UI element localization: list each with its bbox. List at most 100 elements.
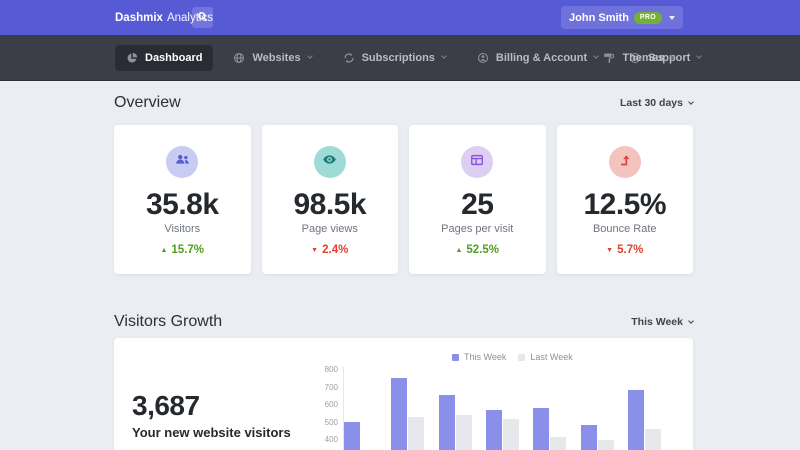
nav-item-dashboard[interactable]: Dashboard (115, 44, 214, 71)
nav-item-label: Support (648, 51, 691, 64)
y-axis-tick: 600 (324, 400, 338, 409)
stat-icon-circle (313, 146, 346, 178)
chevron-down-icon (306, 53, 313, 59)
nav-item-themes[interactable]: Themes (592, 45, 686, 71)
growth-range-dropdown[interactable]: This Week (631, 316, 694, 328)
bar-last-week-3 (455, 414, 472, 450)
trend-arrow-icon: ▲ (455, 246, 463, 254)
bar-last-week-6 (597, 439, 614, 450)
globe-icon (233, 52, 245, 64)
chevron-down-icon (441, 53, 447, 59)
legend-label: Last Week (530, 352, 573, 362)
legend-swatch-last-week (518, 353, 526, 361)
y-axis-tick: 700 (324, 382, 338, 392)
user-name: John Smith (569, 11, 629, 24)
overview-range-label: Last 30 days (619, 97, 683, 109)
stat-value: 25 (461, 188, 494, 221)
search-icon (197, 9, 208, 27)
main-nav: Dashboard Websites Subscriptions Billing… (0, 35, 800, 81)
stat-label: Visitors (164, 223, 201, 235)
y-axis-tick: 800 (324, 365, 338, 374)
y-axis-line (343, 367, 344, 450)
stat-change-value: 52.5% (466, 244, 500, 256)
bar-this-week-6 (580, 425, 597, 450)
growth-section-header: Visitors Growth This Week (114, 313, 694, 331)
pie-chart-icon (126, 52, 138, 64)
bar-this-week-3 (438, 395, 455, 450)
visitors-growth-chart: This Week Last Week 800 700 600 500 400 (114, 338, 693, 450)
nav-item-subscriptions[interactable]: Subscriptions (332, 45, 457, 71)
stat-cards: 35.8k Visitors ▲ 15.7% 98.5k Page views … (114, 125, 693, 274)
overview-section-header: Overview Last 30 days (114, 94, 694, 112)
legend-entry-last-week: Last Week (518, 352, 573, 362)
brand: Dashmix Analytics (115, 0, 213, 35)
life-ring-icon (629, 52, 641, 64)
pro-badge: PRO (633, 11, 662, 24)
brand-suffix: Analytics (166, 11, 213, 24)
nav-item-billing-account[interactable]: Billing & Account (466, 45, 609, 71)
stat-label: Page views (301, 223, 358, 235)
chevron-down-icon (688, 317, 694, 324)
bar-this-week-7 (627, 390, 644, 450)
bar-this-week-2 (391, 377, 408, 450)
chevron-down-icon (670, 53, 676, 59)
stat-card-pages-per-visit: 25 Pages per visit ▲ 52.5% (409, 125, 546, 274)
bar-last-week-2 (408, 417, 425, 450)
stat-value: 98.5k (293, 188, 367, 221)
nav-item-label: Billing & Account (495, 51, 588, 64)
trend-arrow-icon: ▼ (311, 246, 319, 254)
bar-this-week-4 (485, 410, 502, 450)
paint-roller-icon (603, 52, 615, 64)
user-menu-button[interactable]: John Smith PRO (561, 6, 683, 29)
overview-title: Overview (114, 94, 181, 111)
nav-item-support[interactable]: Support (618, 45, 712, 71)
nav-items: Dashboard Websites Subscriptions Billing… (115, 35, 712, 80)
growth-range-label: This Week (631, 316, 683, 328)
chevron-down-icon (696, 53, 703, 59)
eye-icon (322, 152, 337, 172)
layout-icon (470, 153, 484, 172)
user-circle-icon (477, 52, 489, 64)
bar-this-week-5 (533, 407, 550, 450)
stat-card-bounce-rate: 12.5% Bounce Rate ▼ 5.7% (556, 125, 693, 274)
users-icon (175, 152, 190, 172)
new-visitors-count: 3,687 (132, 390, 200, 421)
new-visitors-subtitle: Your new website visitors (132, 425, 291, 440)
nav-item-label: Websites (252, 51, 301, 64)
stat-icon-circle (166, 146, 199, 178)
stat-icon-circle (608, 146, 641, 178)
stat-change-value: 2.4% (322, 244, 349, 256)
bar-last-week-4 (502, 418, 519, 450)
stat-change-value: 5.7% (617, 244, 644, 256)
stat-icon-circle (461, 146, 494, 178)
bar-last-week-7 (644, 428, 661, 450)
chevron-down-icon (669, 15, 675, 20)
overview-range-dropdown[interactable]: Last 30 days (619, 97, 694, 109)
top-bar: Dashmix Analytics John Smith PRO (0, 0, 800, 35)
stat-change: ▲ 15.7% (160, 244, 204, 256)
nav-item-websites[interactable]: Websites (222, 45, 322, 71)
legend-entry-this-week: This Week (452, 352, 506, 362)
stat-card-page-views: 98.5k Page views ▼ 2.4% (261, 125, 398, 274)
nav-item-label: Dashboard (145, 51, 203, 64)
y-axis-tick: 500 (324, 417, 338, 427)
bar-last-week-5 (550, 437, 567, 450)
stat-card-visitors: 35.8k Visitors ▲ 15.7% (114, 125, 251, 274)
stat-change-value: 15.7% (171, 244, 205, 256)
y-axis-tick: 400 (324, 435, 338, 444)
stat-change: ▲ 52.5% (455, 244, 499, 256)
legend-swatch-this-week (452, 353, 459, 361)
chart-legend: This Week Last Week (452, 352, 573, 362)
growth-title: Visitors Growth (114, 313, 223, 330)
stat-change: ▼ 2.4% (311, 244, 348, 256)
nav-item-label: Subscriptions (361, 51, 435, 64)
trend-arrow-icon: ▲ (160, 246, 168, 254)
nav-item-label: Themes (622, 51, 664, 64)
sync-icon (343, 52, 355, 64)
level-up-arrow-icon (618, 153, 632, 172)
chevron-down-icon (688, 98, 694, 105)
search-button[interactable] (192, 7, 213, 28)
brand-name: Dashmix (115, 11, 163, 24)
legend-label: This Week (464, 352, 507, 362)
stat-change: ▼ 5.7% (606, 244, 643, 256)
